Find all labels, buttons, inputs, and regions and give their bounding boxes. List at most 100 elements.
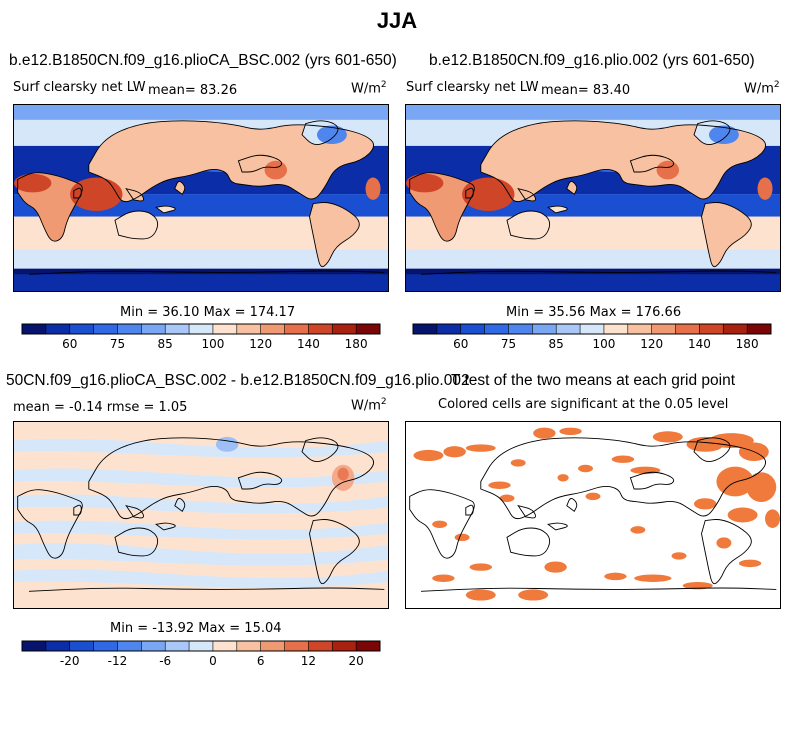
colorbar-tick-label: 140 [688,337,711,351]
panel-2-mean: mean= 83.40 [541,83,631,98]
significant-cell [488,481,511,489]
colorbar-tick-label: 60 [62,337,77,351]
significant-cell [557,474,569,482]
coastline [88,437,375,520]
warm-anomaly [337,467,349,481]
significant-cell [611,455,635,463]
colorbar-tick-label: 20 [348,654,363,668]
coastline [237,154,283,173]
colorbar-tick-label: 60 [453,337,468,351]
colorbar-swatch [236,641,261,651]
colorbar-swatch [260,324,285,334]
colorbar-tick-label: 0 [209,654,217,668]
land-region [238,155,282,172]
significant-cell [693,498,717,510]
significant-cell [469,563,493,571]
land-region [115,211,158,239]
land-region [566,181,577,195]
coastline [17,489,83,559]
panel-4-subtitle: Colored cells are significant at the 0.0… [438,397,729,412]
coastline [465,504,474,516]
antarctic-band [14,274,388,291]
colorbar-swatch [723,324,748,334]
colorbar-tick-label: 180 [345,337,368,351]
colorbar-tick-label: 140 [297,337,320,351]
land-region [548,206,568,213]
coastline [506,210,551,240]
coastline [88,120,375,203]
land-region [480,120,766,202]
panel-2-title: b.e12.B1850CN.f09_g16.plio.002 (yrs 601-… [429,52,755,69]
panel-4-title: T test of the two means at each grid poi… [451,372,736,389]
ocean-band [406,250,780,269]
land-region [309,202,360,267]
colorbar-swatch [69,324,94,334]
coastline [629,154,675,173]
colorbar-swatch [117,641,142,651]
significant-cell [465,444,496,452]
cool-anomaly [215,436,239,452]
hot-spot [70,177,123,212]
hot-spot [14,173,52,193]
coastline [17,172,83,242]
antarctic-band [406,274,780,291]
significant-cell [604,572,627,581]
panel-1-variable: Surf clearsky net LW [13,80,146,95]
colorbar-tick-label: 180 [736,337,759,351]
diff-band [14,468,388,488]
colorbar-swatch [484,324,509,334]
colorbar-frame [21,323,381,335]
colorbar-swatch [117,324,142,334]
panel-4-map [405,421,781,609]
coastline [309,202,360,268]
coastline [28,587,385,592]
coastline [465,187,474,199]
significant-cell [454,533,470,542]
significant-cell [727,507,758,523]
panel-3-units: W/m2 [351,397,387,414]
colorbar-swatch [69,641,94,651]
colorbar-swatch [189,324,214,334]
colorbar-swatch [413,324,438,334]
colorbar-swatch [699,324,724,334]
colorbar-swatch [22,324,47,334]
colorbar-swatch [508,324,533,334]
coastline [73,187,82,199]
land-region [630,155,674,172]
colorbar-swatch [236,324,261,334]
colorbar-tick-label: 6 [257,654,265,668]
colorbar-swatch [332,641,357,651]
colorbar-swatch [603,324,629,334]
significant-cell [652,431,683,443]
coastline [480,120,767,203]
significant-cell [559,427,582,436]
significant-cell [510,459,526,467]
panel-2-colorbar: 60 75 85 100 120 140 180 [412,323,772,354]
coastline [701,202,752,268]
diff-band [14,494,388,514]
land-region [156,206,176,213]
colorbar-swatch [212,324,238,334]
colorbar-swatch [436,324,462,334]
colorbar-swatch [165,641,190,651]
panel-4-field [406,422,780,608]
land-region [126,188,144,201]
coastline [693,120,731,145]
panel-1-colorbar: 60 75 85 100 120 140 180 [21,323,381,354]
coastline [546,522,568,531]
cold-spot [316,125,347,145]
significant-cell [499,494,515,502]
significant-cell [630,526,646,534]
colorbar-swatch [308,324,333,334]
coastline [409,489,475,559]
hot-spot [462,177,515,212]
hot-spot [264,160,288,180]
colorbar-swatch [580,324,605,334]
page-title: JJA [376,8,418,33]
coastline [154,522,176,531]
coastline [693,437,731,462]
panel-1-units: W/m2 [351,80,387,97]
coastline [114,210,159,240]
coastline [517,504,536,519]
land-region [701,202,752,267]
